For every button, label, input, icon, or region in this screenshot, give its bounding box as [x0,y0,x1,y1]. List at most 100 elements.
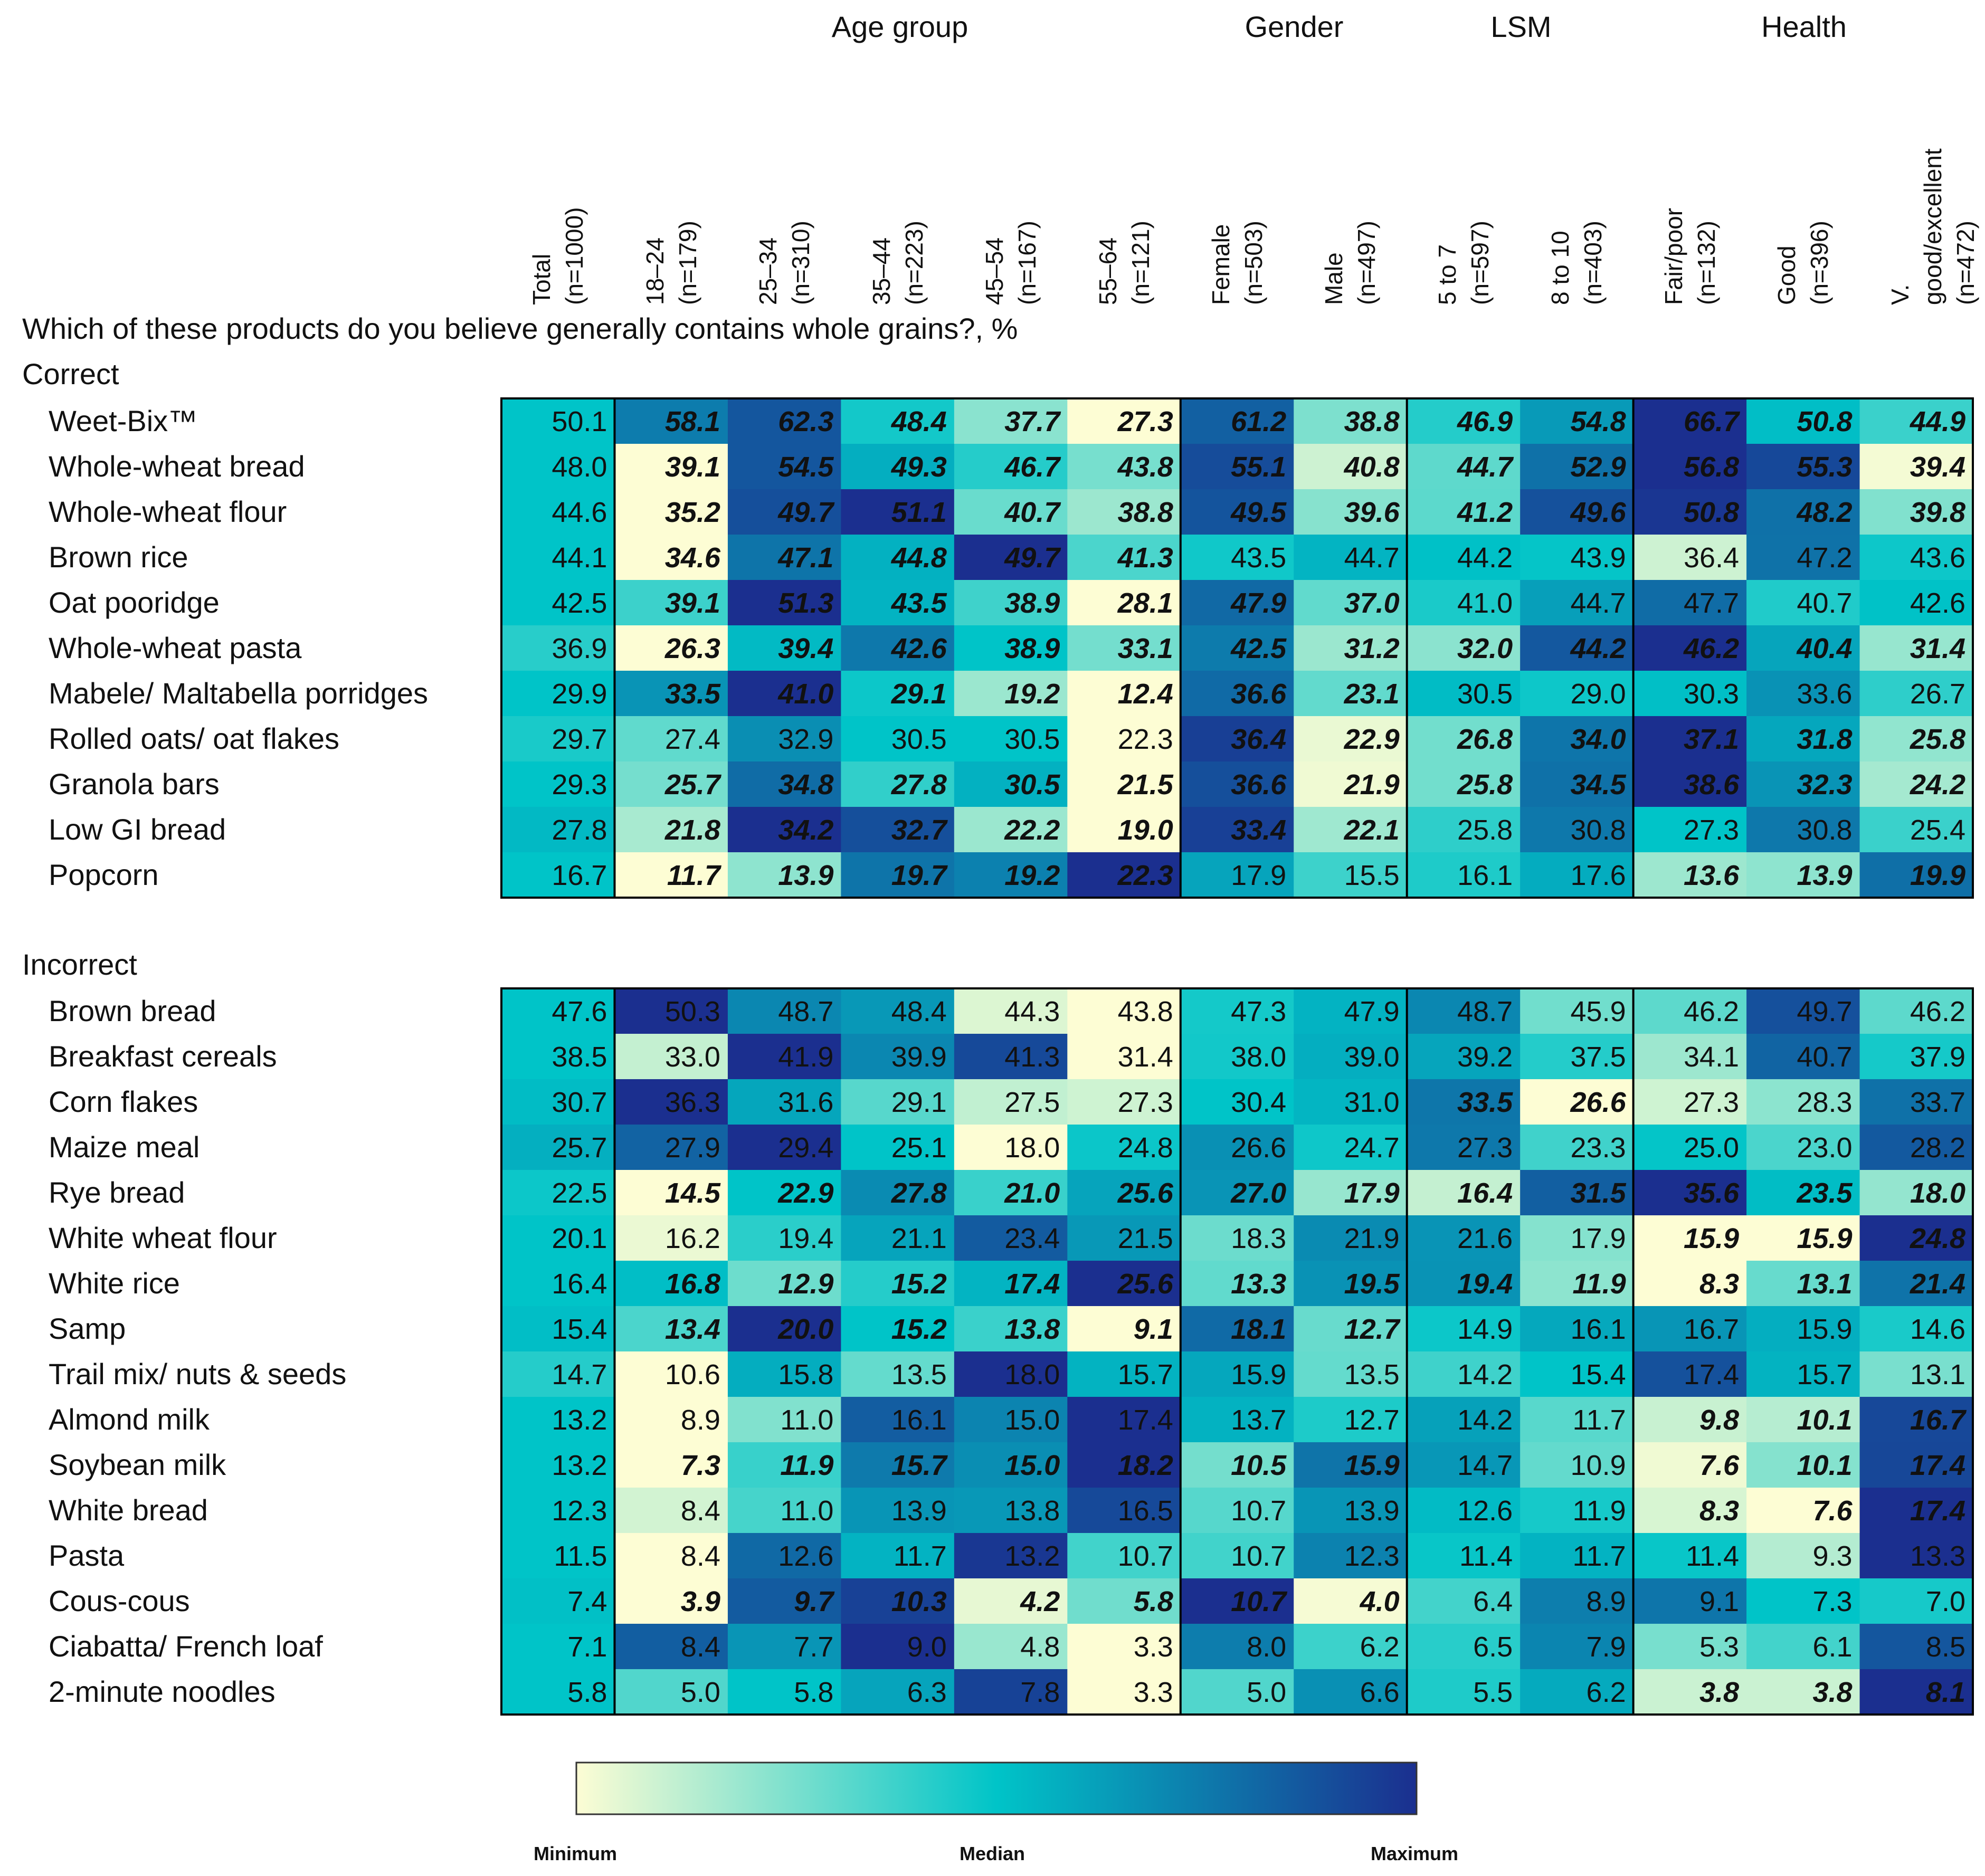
heatmap-cell [727,625,841,671]
cell-value: 13.9 [1344,1495,1400,1527]
heatmap-cell [1859,852,1973,898]
cell-value: 11.9 [1573,1268,1626,1300]
cell-value: 8.3 [1699,1268,1739,1300]
cell-value: 33.4 [1231,814,1286,846]
heatmap-cell [614,761,728,807]
heatmap-cell [1859,807,1973,853]
heatmap-cell [954,444,1068,490]
heatmap-cell [614,1488,728,1534]
cell-value: 15.0 [1004,1450,1060,1481]
cell-value: 15.9 [1684,1223,1739,1254]
cell-value: 38.8 [1118,497,1173,528]
heatmap-cell [1746,444,1860,490]
heatmap-cell [954,1079,1068,1125]
cell-value: 48.4 [891,406,947,437]
cell-value: 51.3 [778,587,833,619]
heatmap-cell [501,398,615,444]
heatmap-cell [501,1261,615,1307]
cell-value: 48.4 [891,996,947,1027]
cell-value: 41.2 [1457,497,1513,528]
heatmap-cell [1407,1624,1521,1670]
cell-value: 46.2 [1684,996,1739,1027]
heatmap-cell [1180,1170,1294,1216]
cell-value: 36.6 [1231,678,1287,710]
heatmap-cell [1633,1170,1747,1216]
cell-value: 44.7 [1571,587,1626,619]
cell-value: 31.5 [1571,1177,1627,1209]
cell-value: 54.5 [778,451,834,483]
heatmap-cell [727,535,841,580]
heatmap-cell [1746,1034,1860,1080]
cell-value: 33.0 [665,1041,720,1073]
cell-value: 12.9 [778,1268,833,1300]
heatmap-cell [1746,807,1860,853]
heatmap-cell [1520,671,1634,717]
heatmap-cell [727,1215,841,1261]
cell-value: 27.3 [1684,1087,1739,1118]
heatmap-cell [1859,1578,1973,1624]
heatmap-cell [1407,1669,1521,1715]
heatmap-cell [1633,1442,1747,1488]
cell-value: 15.2 [891,1313,947,1345]
cell-value: 39.8 [1910,497,1965,528]
cell-value: 14.7 [1457,1450,1513,1481]
cell-value: 4.2 [1020,1586,1060,1617]
heatmap-cell [841,1351,955,1397]
cell-value: 43.8 [1117,451,1173,483]
heatmap-cell [1180,444,1294,490]
heatmap-cell [841,1306,955,1352]
cell-value: 46.9 [1457,406,1513,437]
heatmap-cell [1520,580,1634,626]
heatmap-cell [614,1578,728,1624]
cell-value: 30.4 [1231,1087,1286,1118]
heatmap-cell [954,671,1068,717]
cell-value: 21.9 [1344,1223,1400,1254]
heatmap-cell [1180,852,1294,898]
cell-value: 37.5 [1571,1041,1626,1073]
cell-value: 39.4 [778,633,833,664]
cell-value: 10.7 [1231,1540,1286,1572]
heatmap-cell [1067,625,1181,671]
cell-value: 48.0 [552,451,607,483]
cell-value: 29.1 [891,1087,947,1118]
cell-value: 21.8 [664,814,720,846]
cell-value: 29.0 [1571,678,1626,710]
heatmap-cell [1294,398,1408,444]
heatmap-cell [1407,1170,1521,1216]
cell-value: 40.7 [1797,1041,1852,1073]
cell-value: 41.0 [777,678,833,710]
heatmap-cell [1180,1215,1294,1261]
cell-value: 30.5 [1004,769,1060,801]
heatmap-cell [1067,852,1181,898]
heatmap-cell [1407,1125,1521,1170]
heatmap-cell [727,1442,841,1488]
heatmap-cell [1633,1533,1747,1579]
cell-value: 10.7 [1231,1495,1286,1527]
heatmap-cell [501,1442,615,1488]
cell-value: 23.4 [1004,1223,1060,1254]
heatmap-cell [1520,988,1634,1034]
cell-value: 66.7 [1684,406,1741,437]
cell-value: 34.0 [1571,723,1626,755]
heatmap-cell [614,1261,728,1307]
cell-value: 33.5 [1457,1087,1513,1118]
cell-value: 7.3 [681,1450,720,1481]
heatmap-cell [1520,1306,1634,1352]
heatmap-cell [727,1351,841,1397]
cell-value: 13.9 [891,1495,947,1527]
heatmap-cell [1294,1669,1408,1715]
heatmap-cell [1407,1306,1521,1352]
cell-value: 31.8 [1797,723,1852,755]
cell-value: 11.7 [1573,1540,1626,1572]
row-label: Rye bread [49,1176,185,1209]
cell-value: 40.7 [1797,587,1852,619]
heatmap-cell [501,1397,615,1443]
heatmap-cell [1294,1034,1408,1080]
heatmap-cell [1180,671,1294,717]
heatmap-cell [1859,1306,1973,1352]
heatmap-cell [501,1034,615,1080]
heatmap-cell [1294,1170,1408,1216]
heatmap-cell [501,807,615,853]
heatmap-cell [727,580,841,626]
cell-value: 50.8 [1684,497,1739,528]
